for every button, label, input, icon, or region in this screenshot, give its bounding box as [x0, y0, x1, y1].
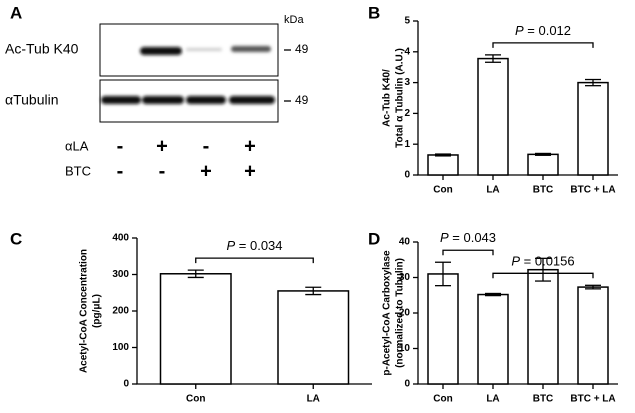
y-axis-label: Acetyl-CoA Concentration — [79, 249, 90, 373]
x-tick-label: BTC + LA — [570, 394, 615, 405]
bar — [527, 268, 559, 385]
treatment-sign: + — [200, 160, 212, 182]
p-rest: = 0.034 — [235, 239, 282, 254]
y-axis-label: Total α Tubulin (A.U.) — [395, 48, 406, 148]
bar — [527, 153, 559, 176]
x-tick-label: LA — [486, 185, 499, 196]
bar — [477, 57, 509, 176]
y-tick-label: 0 — [404, 170, 410, 181]
band — [140, 47, 182, 55]
bar — [159, 273, 232, 385]
error-bar — [187, 269, 204, 279]
marker-label: 49 — [295, 42, 309, 56]
x-tick-label: LA — [486, 394, 499, 405]
y-tick-label: 4 — [404, 46, 410, 57]
x-tick-label: BTC + LA — [570, 185, 615, 196]
panel-label: D — [368, 229, 380, 248]
treatment-sign: - — [159, 160, 166, 182]
significance-bracket — [492, 272, 594, 279]
y-tick-label: 400 — [112, 233, 129, 244]
bar — [427, 154, 459, 176]
treatment-sign: - — [117, 160, 124, 182]
error-bar — [435, 261, 451, 287]
y-tick-label: 10 — [399, 343, 411, 354]
error-bar — [535, 152, 551, 156]
p-value: P = 0.0156 — [511, 254, 574, 269]
treatment-sign: - — [203, 135, 210, 157]
y-tick-label: 2 — [404, 108, 410, 119]
y-tick-label: 30 — [399, 272, 411, 283]
p-value: P = 0.034 — [226, 239, 282, 254]
p-symbol: P — [511, 254, 520, 269]
y-tick-label: 300 — [112, 269, 129, 280]
band — [142, 96, 184, 104]
band — [186, 48, 222, 51]
error-bar — [485, 54, 501, 63]
y-axis-label: p-Acetyl-CoA Carboxylase — [382, 250, 393, 376]
treatment-label: BTC — [65, 163, 91, 178]
y-tick-label: 1 — [404, 139, 410, 150]
bar — [577, 81, 609, 176]
treatment-sign: + — [244, 135, 256, 157]
p-value: P = 0.012 — [515, 23, 571, 38]
treatment-sign: + — [156, 135, 168, 157]
y-axis-label: Ac-Tub K40/ — [382, 69, 393, 127]
p-rest: = 0.0156 — [520, 254, 575, 269]
error-bar — [435, 153, 451, 157]
band — [101, 96, 141, 104]
treatment-sign: - — [117, 135, 124, 157]
panel-label: C — [10, 229, 22, 248]
band — [229, 96, 275, 104]
y-axis-label: (normalized to Tubulin) — [395, 258, 406, 368]
bar — [277, 290, 350, 385]
x-tick-label: LA — [307, 394, 320, 405]
error-bar — [585, 284, 601, 290]
significance-bracket — [492, 42, 594, 48]
bar — [477, 293, 509, 385]
error-bar — [485, 292, 501, 297]
treatment-label: αLA — [65, 138, 89, 153]
y-tick-label: 0 — [404, 379, 410, 390]
p-symbol: P — [226, 239, 235, 254]
x-tick-label: Con — [186, 394, 205, 405]
y-tick-label: 5 — [404, 16, 410, 27]
x-tick-label: BTC — [533, 394, 554, 405]
y-tick-label: 0 — [123, 379, 129, 390]
bar — [577, 286, 609, 385]
y-tick-label: 20 — [399, 308, 411, 319]
significance-bracket — [195, 257, 314, 264]
significance-bracket — [442, 249, 494, 256]
panel-label: B — [368, 3, 380, 22]
x-tick-label: Con — [433, 185, 452, 196]
marker-label: 49 — [295, 93, 309, 107]
blot-bands — [101, 46, 275, 104]
treatment-sign: + — [244, 160, 256, 182]
y-tick-label: 40 — [399, 237, 411, 248]
y-tick-label: 200 — [112, 306, 129, 317]
band — [231, 46, 271, 52]
error-bar — [585, 78, 601, 87]
p-rest: = 0.012 — [524, 23, 571, 38]
x-tick-label: BTC — [533, 185, 554, 196]
error-bar — [305, 286, 322, 296]
panel-label: A — [10, 3, 22, 22]
row-label: αTubulin — [5, 92, 59, 108]
p-value: P = 0.043 — [440, 231, 496, 246]
p-symbol: P — [440, 231, 449, 246]
y-axis-label: (pg/μL) — [92, 294, 103, 328]
bar — [427, 273, 459, 385]
error-bar — [535, 257, 551, 282]
band — [186, 96, 226, 104]
p-symbol: P — [515, 23, 524, 38]
unit: kDa — [284, 14, 304, 26]
y-tick-label: 100 — [112, 342, 129, 353]
p-rest: = 0.043 — [449, 231, 496, 246]
x-tick-label: Con — [433, 394, 452, 405]
y-tick-label: 3 — [404, 77, 410, 88]
row-label: Ac-Tub K40 — [5, 41, 79, 57]
